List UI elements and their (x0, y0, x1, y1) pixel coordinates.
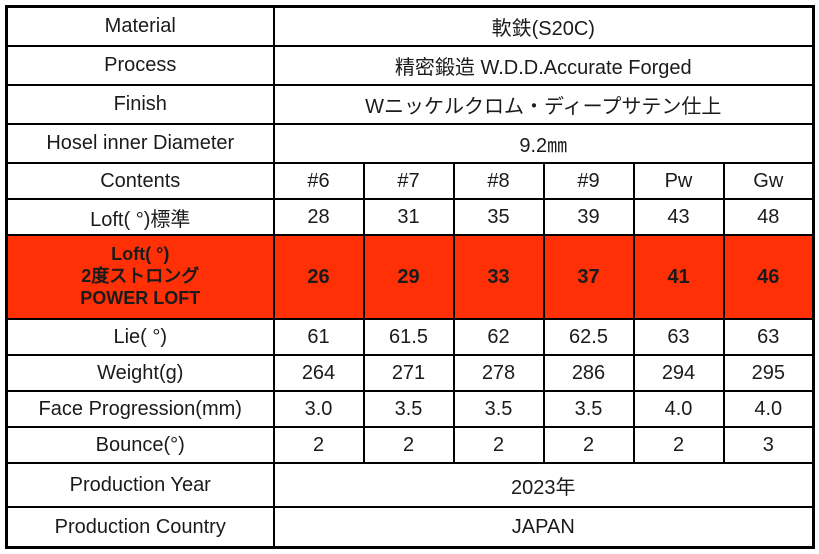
contents-col-3: #8 (452, 162, 545, 200)
club-spec-table: Material 軟鉄(S20C) Process 精密鍛造 W.D.D.Acc… (5, 5, 816, 549)
face-progression-3: 3.5 (452, 390, 545, 428)
contents-col-6: Gw (722, 162, 815, 200)
lie-3: 62 (452, 318, 545, 356)
table-row-bounce: Bounce(°) 2 2 2 2 2 3 (5, 426, 815, 464)
power-loft-5: 41 (632, 234, 725, 320)
table-row-material: Material 軟鉄(S20C) (5, 5, 815, 47)
row-value-hosel-diameter: 9.2㎜ (272, 123, 815, 164)
loft-standard-5: 43 (632, 198, 725, 236)
face-progression-5: 4.0 (632, 390, 725, 428)
row-label-face-progression: Face Progression(mm) (5, 390, 275, 428)
weight-2: 271 (362, 354, 455, 392)
power-loft-6: 46 (722, 234, 815, 320)
row-label-power-loft: Loft( °) 2度ストロング POWER LOFT (5, 234, 275, 320)
bounce-2: 2 (362, 426, 455, 464)
bounce-3: 2 (452, 426, 545, 464)
weight-5: 294 (632, 354, 725, 392)
row-label-bounce: Bounce(°) (5, 426, 275, 464)
row-value-production-country: JAPAN (272, 506, 815, 549)
lie-2: 61.5 (362, 318, 455, 356)
bounce-4: 2 (542, 426, 635, 464)
face-progression-6: 4.0 (722, 390, 815, 428)
power-loft-label-line-3: POWER LOFT (80, 287, 201, 308)
loft-standard-1: 28 (272, 198, 365, 236)
power-loft-label-line-2: 2度ストロング (81, 266, 200, 287)
face-progression-1: 3.0 (272, 390, 365, 428)
table-row-weight: Weight(g) 264 271 278 286 294 295 (5, 354, 815, 392)
lie-6: 63 (722, 318, 815, 356)
lie-5: 63 (632, 318, 725, 356)
lie-4: 62.5 (542, 318, 635, 356)
row-label-production-country: Production Country (5, 506, 275, 549)
lie-1: 61 (272, 318, 365, 356)
row-value-material: 軟鉄(S20C) (272, 5, 815, 47)
loft-standard-2: 31 (362, 198, 455, 236)
row-label-loft-standard: Loft( °)標準 (5, 198, 275, 236)
row-label-lie: Lie( °) (5, 318, 275, 356)
table-row-finish: Finish Wニッケルクロム・ディープサテン仕上 (5, 84, 815, 125)
bounce-6: 3 (722, 426, 815, 464)
contents-col-4: #9 (542, 162, 635, 200)
power-loft-3: 33 (452, 234, 545, 320)
loft-standard-6: 48 (722, 198, 815, 236)
row-value-production-year: 2023年 (272, 462, 815, 508)
contents-col-1: #6 (272, 162, 365, 200)
table-row-production-year: Production Year 2023年 (5, 462, 815, 508)
row-label-material: Material (5, 5, 275, 47)
row-label-weight: Weight(g) (5, 354, 275, 392)
table-row-production-country: Production Country JAPAN (5, 506, 815, 549)
weight-3: 278 (452, 354, 545, 392)
table-row-contents: Contents #6 #7 #8 #9 Pw Gw (5, 162, 815, 200)
loft-standard-3: 35 (452, 198, 545, 236)
row-value-process: 精密鍛造 W.D.D.Accurate Forged (272, 45, 815, 86)
table-row-hosel-diameter: Hosel inner Diameter 9.2㎜ (5, 123, 815, 164)
weight-4: 286 (542, 354, 635, 392)
bounce-5: 2 (632, 426, 725, 464)
contents-col-2: #7 (362, 162, 455, 200)
power-loft-4: 37 (542, 234, 635, 320)
table-row-loft-standard: Loft( °)標準 28 31 35 39 43 48 (5, 198, 815, 236)
table-row-lie: Lie( °) 61 61.5 62 62.5 63 63 (5, 318, 815, 356)
row-label-production-year: Production Year (5, 462, 275, 508)
weight-1: 264 (272, 354, 365, 392)
row-label-finish: Finish (5, 84, 275, 125)
weight-6: 295 (722, 354, 815, 392)
bounce-1: 2 (272, 426, 365, 464)
power-loft-1: 26 (272, 234, 365, 320)
power-loft-2: 29 (362, 234, 455, 320)
table-row-power-loft: Loft( °) 2度ストロング POWER LOFT 26 29 33 37 … (5, 234, 815, 320)
row-value-finish: Wニッケルクロム・ディープサテン仕上 (272, 84, 815, 125)
contents-col-5: Pw (632, 162, 725, 200)
row-label-hosel-diameter: Hosel inner Diameter (5, 123, 275, 164)
power-loft-label-line-1: Loft( °) (111, 244, 170, 265)
row-label-contents: Contents (5, 162, 275, 200)
loft-standard-4: 39 (542, 198, 635, 236)
table-row-face-progression: Face Progression(mm) 3.0 3.5 3.5 3.5 4.0… (5, 390, 815, 428)
row-label-process: Process (5, 45, 275, 86)
table-row-process: Process 精密鍛造 W.D.D.Accurate Forged (5, 45, 815, 86)
face-progression-4: 3.5 (542, 390, 635, 428)
face-progression-2: 3.5 (362, 390, 455, 428)
